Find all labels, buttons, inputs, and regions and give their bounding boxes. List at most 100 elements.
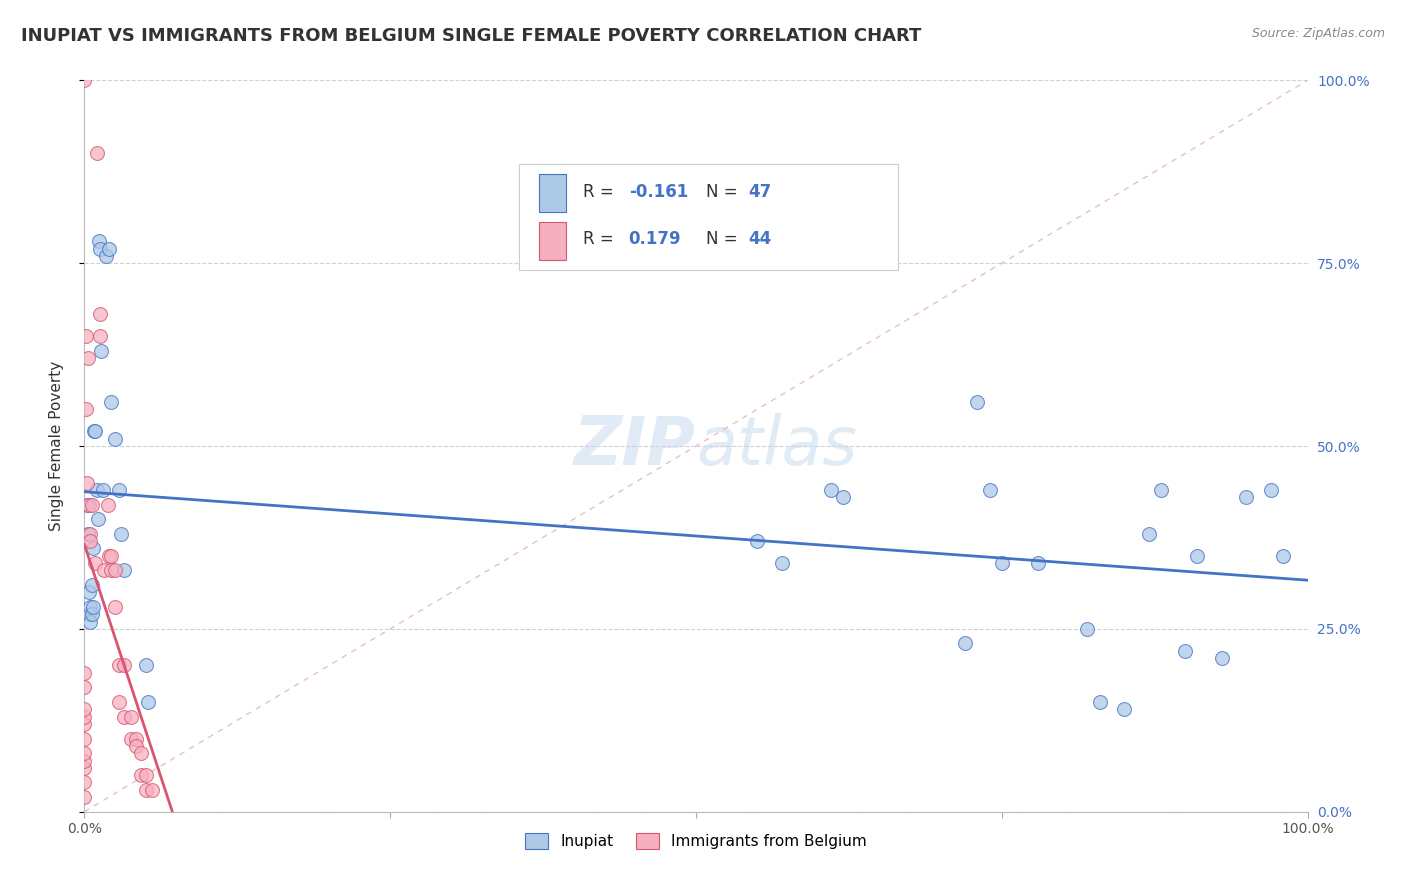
Point [953, 636, 976, 650]
Text: N =: N = [706, 183, 742, 201]
Point [112, 658, 135, 673]
Point [84, 425, 107, 439]
Point [112, 709, 135, 723]
Point [100, 395, 122, 409]
Point [86, 483, 108, 497]
Point [820, 483, 842, 497]
Point [80, 498, 103, 512]
Point [89, 242, 111, 256]
Legend: Inupiat, Immigrants from Belgium: Inupiat, Immigrants from Belgium [519, 827, 873, 855]
Point [87, 234, 110, 248]
Point [75, 402, 97, 417]
Point [82, 541, 104, 556]
Point [73, 709, 96, 723]
Point [104, 599, 127, 614]
Point [96, 249, 118, 263]
Point [1028, 556, 1050, 570]
Point [73, 665, 96, 680]
Point [107, 658, 129, 673]
Point [1137, 526, 1160, 541]
Point [79, 526, 101, 541]
Text: 44: 44 [748, 230, 772, 248]
Text: 47: 47 [748, 183, 772, 201]
Point [73, 681, 96, 695]
Point [1260, 483, 1282, 497]
Text: atlas: atlas [696, 413, 858, 479]
FancyBboxPatch shape [540, 221, 567, 260]
Point [73, 775, 96, 789]
Point [83, 425, 105, 439]
Point [120, 731, 142, 746]
Point [120, 709, 142, 723]
Point [84, 556, 107, 570]
Point [107, 695, 129, 709]
Point [129, 746, 152, 760]
Point [135, 658, 157, 673]
Point [79, 599, 101, 614]
Point [75, 329, 97, 343]
Point [1114, 702, 1136, 716]
Point [80, 578, 103, 592]
Point [90, 343, 112, 358]
Point [79, 615, 101, 629]
Point [73, 754, 96, 768]
Point [129, 768, 152, 782]
Point [1174, 644, 1197, 658]
Point [979, 483, 1001, 497]
Point [89, 329, 111, 343]
Point [91, 483, 114, 497]
Point [110, 526, 132, 541]
Point [73, 702, 96, 716]
Point [86, 146, 108, 161]
Y-axis label: Single Female Poverty: Single Female Poverty [49, 361, 63, 531]
Point [80, 607, 103, 622]
Point [966, 395, 988, 409]
Point [89, 307, 111, 321]
Text: ZIP: ZIP [574, 413, 696, 479]
Text: N =: N = [706, 230, 742, 248]
Point [104, 563, 127, 577]
Point [1076, 622, 1098, 636]
Point [125, 731, 148, 746]
Text: -0.161: -0.161 [628, 183, 688, 201]
Point [1088, 695, 1111, 709]
Point [77, 585, 100, 599]
Point [1211, 651, 1233, 665]
Point [135, 768, 157, 782]
Point [97, 549, 120, 563]
Point [76, 475, 98, 490]
Point [1150, 483, 1173, 497]
Text: R =: R = [583, 183, 620, 201]
Point [770, 556, 793, 570]
Point [747, 534, 769, 549]
Point [73, 746, 96, 760]
Point [97, 498, 120, 512]
FancyBboxPatch shape [540, 174, 567, 212]
Point [135, 782, 157, 797]
Point [79, 534, 101, 549]
Point [1272, 549, 1295, 563]
Point [73, 73, 96, 87]
Point [87, 512, 110, 526]
Point [73, 731, 96, 746]
Point [831, 490, 853, 504]
Point [73, 761, 96, 775]
Point [82, 599, 104, 614]
Point [73, 790, 96, 805]
Point [1236, 490, 1258, 504]
Point [1187, 549, 1209, 563]
Point [76, 498, 98, 512]
Point [77, 607, 100, 622]
Text: INUPIAT VS IMMIGRANTS FROM BELGIUM SINGLE FEMALE POVERTY CORRELATION CHART: INUPIAT VS IMMIGRANTS FROM BELGIUM SINGL… [21, 27, 921, 45]
Point [77, 498, 100, 512]
Point [107, 483, 129, 497]
FancyBboxPatch shape [519, 164, 898, 270]
Point [97, 242, 120, 256]
Point [100, 549, 122, 563]
Point [104, 432, 127, 446]
Point [73, 717, 96, 731]
Point [100, 563, 122, 577]
Point [77, 351, 100, 366]
Text: R =: R = [583, 230, 620, 248]
Text: Source: ZipAtlas.com: Source: ZipAtlas.com [1251, 27, 1385, 40]
